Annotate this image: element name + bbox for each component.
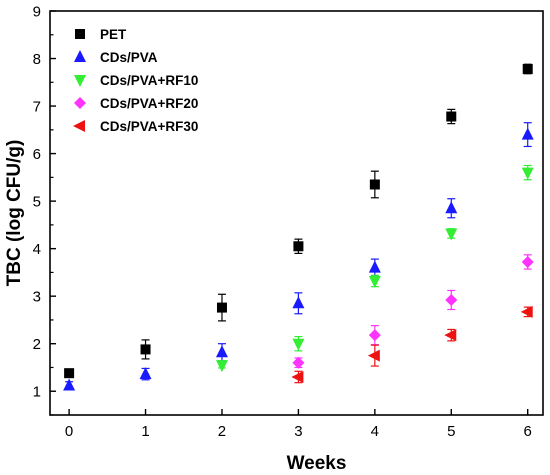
series-cds-pva bbox=[63, 122, 534, 391]
legend-item: CDs/PVA+RF20 bbox=[74, 96, 198, 111]
series-cds-pva-rf30 bbox=[291, 305, 533, 384]
data-point bbox=[445, 228, 458, 241]
y-tick-label: 4 bbox=[33, 241, 41, 258]
legend-marker bbox=[74, 97, 86, 109]
legend-item: CDs/PVA+RF10 bbox=[74, 73, 198, 88]
data-point bbox=[215, 360, 228, 373]
legend-marker bbox=[75, 29, 85, 39]
data-points bbox=[63, 63, 534, 391]
x-tick-label: 2 bbox=[218, 423, 226, 440]
series-cds-pva-rf10 bbox=[215, 164, 534, 373]
y-tick-label: 2 bbox=[33, 336, 41, 353]
data-point bbox=[215, 345, 228, 358]
data-point bbox=[292, 296, 305, 309]
data-point bbox=[444, 329, 457, 342]
legend-label: CDs/PVA+RF30 bbox=[100, 119, 198, 134]
data-point bbox=[63, 378, 76, 391]
y-tick-label: 8 bbox=[33, 51, 41, 68]
data-point bbox=[522, 63, 533, 74]
data-point bbox=[367, 349, 380, 362]
legend-marker bbox=[74, 75, 86, 87]
data-point bbox=[521, 167, 534, 180]
data-point bbox=[293, 241, 304, 252]
y-axis-title: TBC (log CFU/g) bbox=[4, 140, 25, 287]
data-point bbox=[521, 127, 534, 140]
axes: 0 1 2 3 4 5 6 1 2 3 4 5 6 7 8 9 Weeks TBC (log CFU/g) bbox=[4, 4, 544, 474]
legend-item: CDs/PVA bbox=[74, 50, 158, 65]
data-point bbox=[139, 367, 152, 380]
data-point bbox=[369, 179, 380, 190]
x-tick-label: 5 bbox=[447, 423, 455, 440]
y-tick-label: 7 bbox=[33, 99, 41, 116]
x-tick-label: 3 bbox=[294, 423, 302, 440]
legend-marker bbox=[73, 120, 85, 132]
y-tick-label: 9 bbox=[33, 4, 41, 21]
legend-item: PET bbox=[75, 27, 127, 42]
data-point bbox=[368, 329, 381, 342]
series-cds-pva-rf20 bbox=[292, 254, 534, 369]
y-tick-label: 3 bbox=[33, 289, 41, 306]
legend-item: CDs/PVA+RF30 bbox=[73, 119, 198, 134]
x-tick-label: 0 bbox=[65, 423, 73, 440]
data-point bbox=[292, 338, 305, 351]
data-point bbox=[368, 260, 381, 273]
x-tick-label: 4 bbox=[371, 423, 379, 440]
data-point bbox=[140, 344, 151, 355]
data-point bbox=[291, 370, 304, 383]
x-tick-label: 6 bbox=[524, 423, 532, 440]
y-tick-label: 6 bbox=[33, 146, 41, 163]
series-pet bbox=[64, 63, 533, 379]
legend-label: CDs/PVA bbox=[100, 50, 158, 65]
data-point bbox=[521, 255, 534, 268]
data-point bbox=[445, 201, 458, 214]
x-tick-label: 1 bbox=[141, 423, 149, 440]
data-point bbox=[446, 111, 457, 122]
data-point bbox=[292, 356, 305, 369]
legend-marker bbox=[74, 50, 86, 62]
data-point bbox=[445, 293, 458, 306]
data-point bbox=[64, 368, 75, 379]
x-axis-title: Weeks bbox=[287, 453, 347, 474]
data-point bbox=[368, 275, 381, 288]
legend-label: PET bbox=[100, 27, 127, 42]
data-point bbox=[520, 305, 533, 318]
data-point bbox=[216, 302, 227, 313]
y-tick-label: 1 bbox=[33, 384, 41, 401]
y-tick-label: 5 bbox=[33, 194, 41, 211]
legend-label: CDs/PVA+RF10 bbox=[100, 73, 198, 88]
plot-frame bbox=[49, 10, 544, 416]
legend: PET CDs/PVA CDs/PVA+RF10 CDs/PVA+RF20 CDs/PV… bbox=[73, 27, 198, 134]
legend-label: CDs/PVA+RF20 bbox=[100, 96, 198, 111]
